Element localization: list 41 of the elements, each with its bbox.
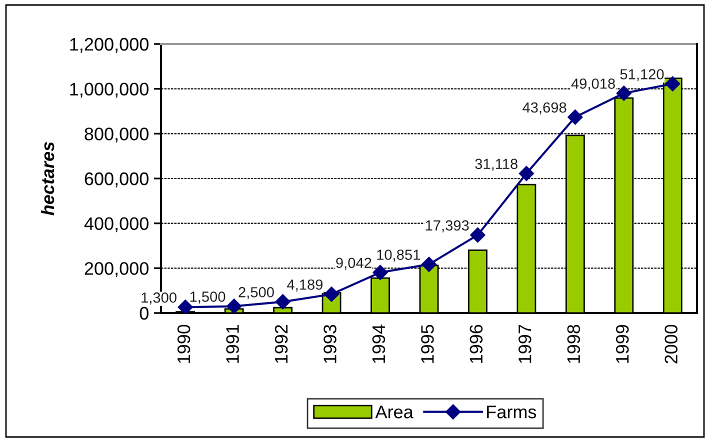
data-label: 10,851 xyxy=(377,250,420,262)
x-tick-label: 1996 xyxy=(470,324,483,363)
y-tick-label: 1,000,000 xyxy=(70,82,148,98)
data-label: 17,393 xyxy=(426,220,469,232)
data-label: 9,042 xyxy=(336,258,372,270)
data-label: 4,189 xyxy=(287,279,323,292)
x-tick-label: 1991 xyxy=(226,324,239,363)
y-tick-label: 600,000 xyxy=(84,172,148,188)
data-label: 51,120 xyxy=(620,69,664,82)
point xyxy=(568,110,583,125)
x-tick-label: 1992 xyxy=(274,325,288,363)
data-label: 43,698 xyxy=(522,102,566,114)
y-tick-label: 400,000 xyxy=(84,217,148,232)
data-label: 31,118 xyxy=(475,158,518,171)
x-tick-label: 1993 xyxy=(324,324,336,363)
x-tick-label: 2000 xyxy=(664,324,678,364)
legend-label: Area xyxy=(375,406,414,418)
point xyxy=(275,294,290,310)
y-tick-label: 200,000 xyxy=(84,262,148,278)
data-label: 49,018 xyxy=(571,78,615,91)
x-tick-label: 1997 xyxy=(518,325,532,363)
y-tick-label: 0 xyxy=(140,306,148,320)
point xyxy=(226,298,242,313)
data-label: 1,500 xyxy=(190,292,226,304)
y-tick-label: 1,200,000 xyxy=(70,38,148,53)
data-label: 1,300 xyxy=(142,292,176,304)
x-tick-label: 1999 xyxy=(616,324,629,363)
legend-label: Farms xyxy=(487,406,536,418)
x-tick-label: 1990 xyxy=(177,324,190,363)
x-tick-label: 1998 xyxy=(567,324,580,363)
x-tick-label: 1994 xyxy=(372,324,386,363)
x-tick-label: 1995 xyxy=(421,324,434,363)
point xyxy=(518,166,534,182)
data-label: 2,500 xyxy=(238,287,274,300)
point xyxy=(372,264,388,280)
y-axis-title: hectares xyxy=(40,142,54,216)
point xyxy=(665,76,680,92)
point xyxy=(616,86,632,101)
y-tick-label: 800,000 xyxy=(84,128,148,143)
point xyxy=(470,227,486,243)
point xyxy=(421,256,437,272)
